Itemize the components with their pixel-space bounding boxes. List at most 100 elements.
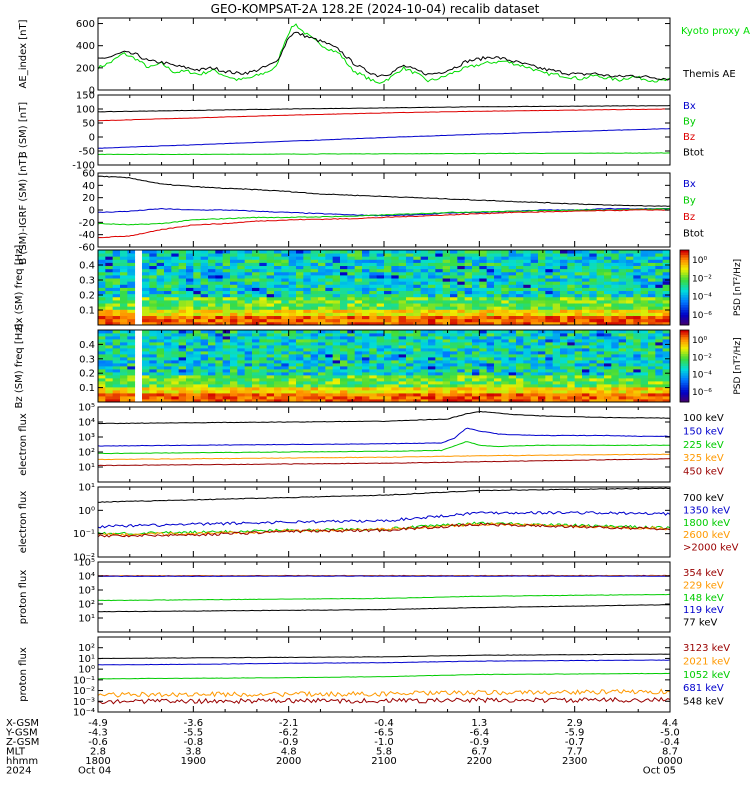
heatmap-cell xyxy=(435,333,444,337)
heatmap-cell xyxy=(237,363,246,367)
heatmap-cell xyxy=(413,315,422,320)
heatmap-cell xyxy=(406,278,414,282)
heatmap-cell xyxy=(369,262,378,267)
heatmap-cell xyxy=(479,271,488,276)
heatmap-cell xyxy=(626,281,634,285)
heatmap-cell xyxy=(398,342,407,346)
heatmap-cell xyxy=(98,387,106,391)
heatmap-cell xyxy=(538,300,546,304)
heatmap-cell xyxy=(362,265,370,270)
heatmap-cell xyxy=(567,253,576,257)
time-axis-value: -0.7 xyxy=(565,737,585,748)
series-line-themis-ae xyxy=(97,31,671,81)
heatmap-cell xyxy=(435,336,444,340)
heatmap-cell xyxy=(538,369,546,373)
heatmap-cell xyxy=(149,354,158,358)
heatmap-cell xyxy=(325,284,334,288)
heatmap-cell xyxy=(501,396,510,400)
heatmap-cell xyxy=(589,253,598,257)
heatmap-cell xyxy=(633,336,642,340)
heatmap-cell xyxy=(442,372,451,376)
heatmap-cell xyxy=(626,306,634,310)
heatmap-cell xyxy=(662,396,671,400)
heatmap-cell xyxy=(560,253,568,257)
heatmap-cell xyxy=(618,284,627,288)
heatmap-cell xyxy=(362,339,370,343)
colorbar-segment xyxy=(680,368,689,372)
heatmap-cell xyxy=(420,342,429,346)
heatmap-cell xyxy=(611,293,620,298)
heatmap-cell xyxy=(354,366,363,370)
heatmap-cell xyxy=(648,293,656,298)
y-ticks: 0.10.20.30.4 xyxy=(79,261,670,317)
heatmap-cell xyxy=(633,384,642,388)
heatmap-cell xyxy=(288,345,297,349)
heatmap-cell xyxy=(186,321,194,326)
heatmap-cell xyxy=(266,366,275,370)
heatmap-cell xyxy=(362,262,370,267)
heatmap-cell xyxy=(288,312,297,317)
heatmap-cell xyxy=(164,265,172,270)
heatmap-cell xyxy=(626,351,634,355)
heatmap-cell xyxy=(391,384,400,388)
heatmap-cell xyxy=(215,354,224,358)
heatmap-cell xyxy=(274,354,282,358)
heatmap-cell xyxy=(376,339,385,343)
heatmap-cell xyxy=(266,284,275,288)
heatmap-cell xyxy=(164,360,172,364)
heatmap-cell xyxy=(391,375,400,379)
heatmap-cell xyxy=(215,363,224,367)
y-tick-label: 40 xyxy=(82,181,95,192)
heatmap-cell xyxy=(288,265,297,270)
heatmap-cell xyxy=(435,265,444,270)
heatmap-cell xyxy=(626,357,634,361)
heatmap-cell xyxy=(127,351,136,355)
time-axis-row-label: Z-GSM xyxy=(6,737,39,748)
heatmap-cell xyxy=(530,290,539,295)
time-axis-value: 6.7 xyxy=(471,747,487,758)
heatmap-cell xyxy=(164,336,172,340)
heatmap-cell xyxy=(340,357,348,361)
heatmap-cell xyxy=(545,342,554,346)
heatmap-cell xyxy=(325,381,334,385)
heatmap-cell xyxy=(560,384,568,388)
heatmap-cell xyxy=(391,333,400,337)
heatmap-cell xyxy=(354,265,363,270)
heatmap-cell xyxy=(648,278,656,282)
heatmap-cell xyxy=(640,381,649,385)
colorbar-label: PSD [nT²/Hz] xyxy=(733,337,743,394)
heatmap-cell xyxy=(413,363,422,367)
heatmap-cell xyxy=(369,393,378,397)
heatmap-cell xyxy=(582,396,590,400)
heatmap-cell xyxy=(222,390,231,394)
heatmap-cell xyxy=(640,300,649,304)
heatmap-cell xyxy=(604,271,612,276)
heatmap-cell xyxy=(237,278,246,282)
heatmap-cell xyxy=(244,387,253,391)
heatmap-cell xyxy=(112,290,121,295)
heatmap-cell xyxy=(406,259,414,263)
heatmap-cell xyxy=(178,378,187,382)
heatmap-cell xyxy=(230,250,238,254)
heatmap-cell xyxy=(530,363,539,367)
heatmap-cell xyxy=(296,372,304,376)
heatmap-cell xyxy=(303,357,312,361)
heatmap-cell xyxy=(340,321,348,326)
heatmap-cell xyxy=(362,275,370,279)
heatmap-cell xyxy=(472,278,480,282)
heatmap-cell xyxy=(237,262,246,267)
heatmap-cell xyxy=(230,360,238,364)
heatmap-cell xyxy=(611,360,620,364)
heatmap-cell xyxy=(626,339,634,343)
heatmap-cell xyxy=(112,293,121,298)
heatmap-cell xyxy=(296,363,304,367)
heatmap-cell xyxy=(325,384,334,388)
figure-title: GEO-KOMPSAT-2A 128.2E (2024-10-04) recal… xyxy=(211,2,540,16)
heatmap-cell xyxy=(244,354,253,358)
heatmap-cell xyxy=(626,287,634,292)
heatmap-cell xyxy=(479,369,488,373)
colorbar-segment xyxy=(680,394,689,398)
legend-label: Themis AE xyxy=(682,69,736,80)
heatmap-cell xyxy=(464,390,473,394)
